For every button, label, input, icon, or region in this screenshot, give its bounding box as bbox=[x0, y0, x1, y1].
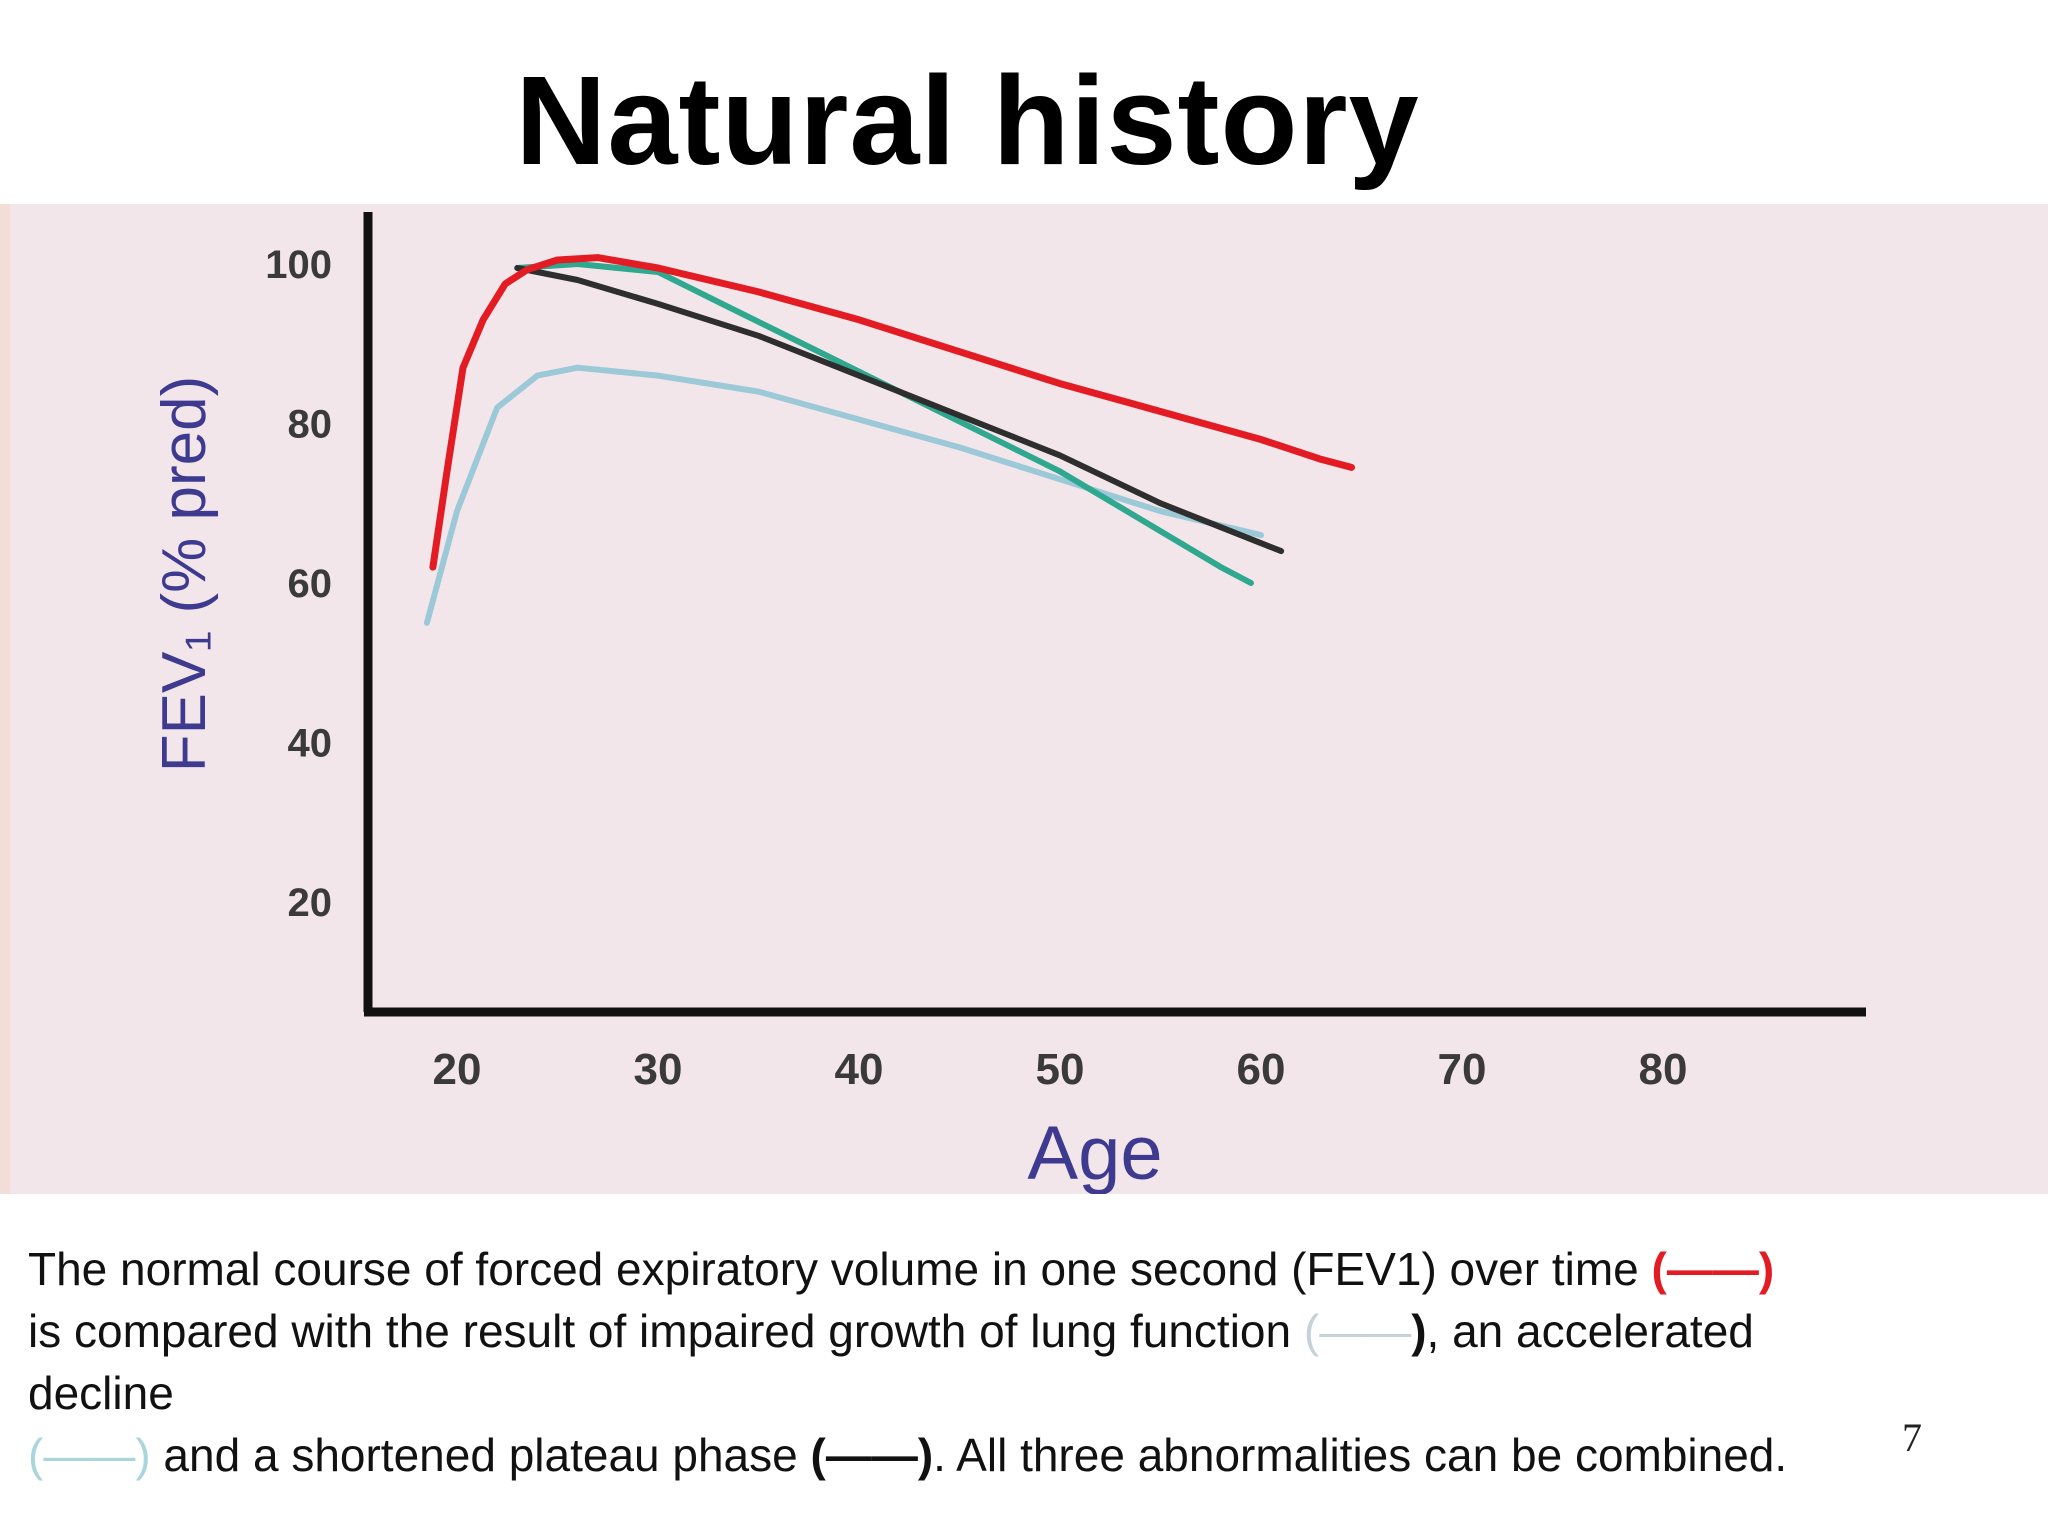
y-tick-label: 40 bbox=[288, 722, 333, 766]
caption-line-4-tail: . All three abnormalities can be combine… bbox=[933, 1429, 1788, 1481]
slide-number: 7 bbox=[1902, 1415, 1922, 1460]
y-tick-label: 100 bbox=[265, 243, 332, 287]
caption-line-4-text: and a shortened plateau phase bbox=[150, 1429, 811, 1481]
x-tick-label: 20 bbox=[433, 1045, 482, 1094]
x-tick-label: 60 bbox=[1237, 1045, 1286, 1094]
x-tick-label: 50 bbox=[1036, 1045, 1085, 1094]
series-line-normal bbox=[429, 254, 1355, 571]
y-tick-label: 80 bbox=[288, 403, 333, 447]
fev1-age-chart: 20 30 40 50 60 70 80 20 40 60 80 100 Age FEV₁ (% p… bbox=[150, 212, 1866, 1194]
caption-line-3: decline bbox=[28, 1362, 2008, 1424]
caption-line-2-text: is compared with the result of impaired … bbox=[28, 1305, 1304, 1357]
impaired-growth-legend-close: ) bbox=[1411, 1305, 1427, 1357]
caption-line-1: The normal course of forced expiratory v… bbox=[28, 1238, 2008, 1300]
y-tick-label: 20 bbox=[288, 881, 333, 925]
normal-legend-key: (——) bbox=[1651, 1243, 1775, 1295]
series-line-shortened-plateau bbox=[514, 265, 1285, 555]
x-tick-labels: 20 30 40 50 60 70 80 bbox=[433, 1045, 1688, 1094]
caption-line-3-text: decline bbox=[28, 1367, 174, 1419]
x-tick-label: 80 bbox=[1639, 1045, 1688, 1094]
shortened-plateau-legend-key: (——) bbox=[810, 1429, 934, 1481]
caption-line-2: is compared with the result of impaired … bbox=[28, 1300, 2008, 1362]
caption-line-4: (——) and a shortened plateau phase (——).… bbox=[28, 1424, 2008, 1486]
panel-edge bbox=[0, 204, 10, 1194]
accelerated-decline-legend-key: (——) bbox=[28, 1429, 151, 1481]
x-axis-label: Age bbox=[1027, 1111, 1162, 1194]
impaired-growth-legend-key: (—— bbox=[1303, 1305, 1412, 1357]
y-tick-labels: 20 40 60 80 100 bbox=[265, 243, 332, 925]
x-tick-label: 70 bbox=[1438, 1045, 1487, 1094]
chart-panel: 20 30 40 50 60 70 80 20 40 60 80 100 Age FEV₁ (% p… bbox=[0, 204, 2048, 1194]
caption-line-1-text: The normal course of forced expiratory v… bbox=[28, 1243, 1652, 1295]
slide-title: Natural history bbox=[515, 50, 1420, 191]
y-tick-label: 60 bbox=[288, 562, 333, 606]
x-tick-label: 40 bbox=[835, 1045, 884, 1094]
figure-caption: The normal course of forced expiratory v… bbox=[28, 1238, 2008, 1486]
y-axis-label: FEV₁ (% pred) bbox=[150, 376, 219, 772]
x-tick-label: 30 bbox=[634, 1045, 683, 1094]
caption-line-2-tail: , an accelerated bbox=[1426, 1305, 1754, 1357]
series-layer bbox=[423, 254, 1355, 626]
